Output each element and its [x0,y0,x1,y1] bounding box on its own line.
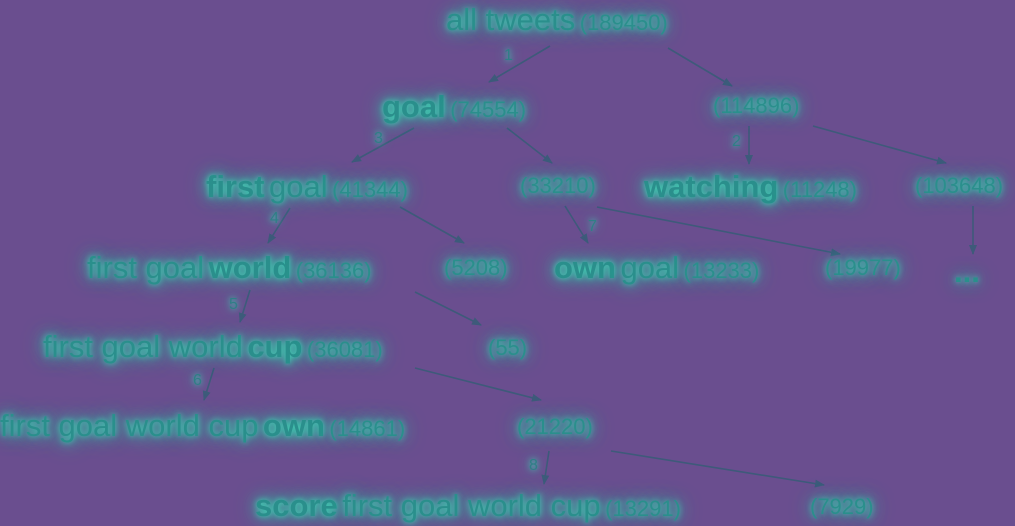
step-label-5: 5 [229,296,238,313]
edge-world-to-cup [238,289,251,323]
step-label-6: 6 [193,372,202,389]
node-count: (13291) [605,496,681,521]
node-term: own [262,408,325,443]
node-more: ... [954,254,980,289]
node-count: (114896) [713,93,800,118]
node-term: first [206,169,265,204]
node-count: (5208) [444,255,508,280]
node-count: (33210) [520,173,596,198]
edge-world-to-55 [414,291,482,326]
node-label: first goal world cup [0,408,259,443]
node-count: (103648) [915,173,1004,198]
edge-all-to-goal [488,45,551,83]
step-label-1: 1 [504,47,513,64]
edge-21220-to-score [541,450,550,485]
step-label-2: 2 [732,133,741,150]
node-count: (14861) [329,416,406,441]
edge-cup-to-21220 [414,367,542,402]
edge-first-goal-to-5208 [399,206,465,244]
node-own-goal: own goal (13233) [554,252,759,283]
node-count: (19977) [825,255,901,280]
node-count: (55) [488,335,528,360]
node-114896: (114896) [713,95,799,117]
node-103648: (103648) [915,175,1003,197]
step-label-7: 7 [588,218,597,235]
node-count: (7929) [810,494,874,519]
node-label: first goal world cup [342,488,601,523]
edge-33210-to-19977 [596,206,841,257]
step-label-3: 3 [374,130,383,147]
node-label: all tweets [446,2,576,37]
node-label: first goal [87,250,205,285]
node-count: (21220) [517,414,593,439]
node-first-goal: first goal (41344) [206,171,408,202]
node-33210: (33210) [520,175,596,197]
edge-goal-to-33210 [506,127,553,164]
node-first-goal-world: first goal world (36136) [87,252,372,283]
node-watching: watching (11248) [644,171,857,202]
node-term: world [208,250,292,285]
node-term: goal [382,89,446,124]
node-19977: (19977) [825,257,901,279]
node-first-goal-world-cup-own: first goal world cup own (14861) [0,410,405,441]
node-all-tweets: all tweets (189450) [446,4,668,35]
edge-all-to-114896 [667,47,733,87]
node-count: (13233) [683,258,760,283]
step-label-8: 8 [529,457,538,474]
edge-33210-to-own-goal [564,205,589,244]
node-count: (11248) [782,177,857,202]
node-count: (74554) [450,97,527,122]
edge-first-goal-to-world [267,207,291,244]
node-term: watching [644,169,779,204]
node-label: goal [269,169,328,204]
node-ellipsis: ... [954,256,980,287]
node-count: (36136) [295,258,372,283]
edge-goal-to-first-goal [351,127,415,163]
edge-114896-to-103648 [812,125,947,165]
node-5208: (5208) [444,257,508,279]
step-label-4: 4 [270,210,279,227]
node-label: first goal world [43,329,243,364]
node-label: goal [620,250,680,285]
node-term: cup [247,329,303,364]
node-21220: (21220) [517,416,593,438]
node-count: (41344) [332,177,408,202]
node-count: (189450) [579,10,668,35]
node-term: own [554,250,616,285]
node-first-goal-world-cup: first goal world cup (36081) [43,331,383,362]
node-count: (36081) [306,337,383,362]
node-term: score [255,488,338,523]
edge-21220-to-7929 [610,450,825,488]
node-score-first-goal-world-cup: score first goal world cup (13291) [255,490,681,521]
node-55: (55) [488,337,527,359]
node-7929: (7929) [810,496,874,518]
node-goal: goal (74554) [382,91,526,122]
edge-cup-to-own [202,367,215,401]
